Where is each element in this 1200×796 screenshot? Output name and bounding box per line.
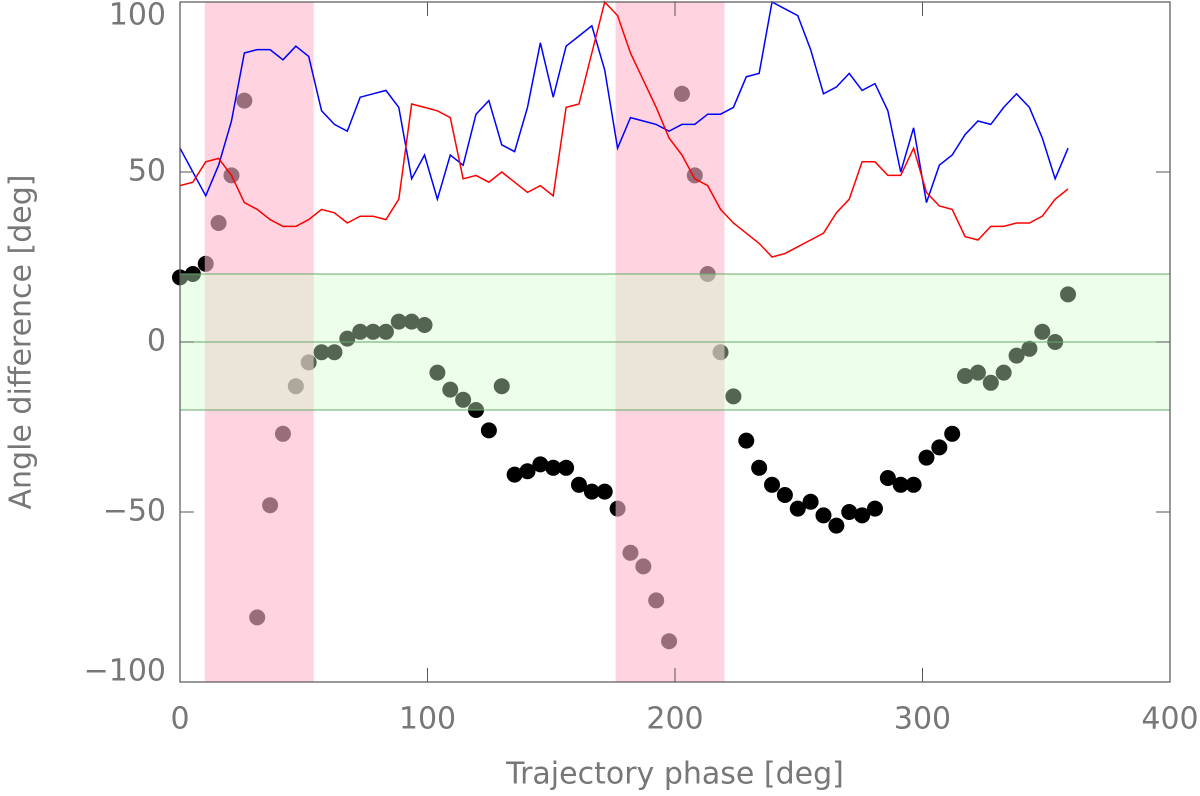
data-point (493, 378, 510, 395)
data-point (455, 391, 472, 408)
line (179, 0, 1069, 258)
data-point (866, 500, 883, 517)
data-point (918, 449, 935, 466)
data-point (390, 313, 407, 330)
data-point (1008, 347, 1025, 364)
y-tick-label: −50 (103, 494, 166, 529)
data-point (854, 507, 871, 524)
x-tick-label: 200 (646, 702, 703, 737)
data-point (957, 368, 974, 384)
data-point (828, 517, 845, 534)
data-point (583, 483, 600, 500)
data-point (442, 381, 459, 398)
data-point (558, 459, 575, 476)
data-point (545, 459, 562, 476)
x-tick-label: 300 (894, 702, 951, 737)
data-point (802, 493, 819, 510)
data-point (995, 364, 1012, 381)
data-point (905, 476, 922, 493)
data-point (931, 439, 948, 456)
x-tick-label: 0 (170, 702, 189, 737)
data-point (313, 344, 330, 361)
data-point (480, 422, 497, 439)
data-point (403, 313, 420, 330)
line (179, 0, 1069, 203)
data-point (429, 364, 446, 381)
data-point (789, 500, 806, 517)
y-tick-label: 0 (147, 324, 166, 359)
y-tick-label: 50 (128, 154, 166, 189)
data-point (969, 364, 986, 381)
data-point (841, 504, 858, 520)
data-point (725, 388, 742, 405)
data-point (1060, 286, 1077, 303)
data-point (416, 317, 433, 333)
y-axis-label: Angle difference [deg] (4, 175, 39, 510)
data-point (982, 374, 999, 391)
data-point (326, 344, 343, 361)
data-point (892, 476, 909, 493)
y-tick-label: −100 (84, 654, 166, 689)
data-point (738, 432, 755, 449)
x-tick-label: 100 (399, 702, 456, 737)
data-point (815, 507, 832, 524)
data-point (764, 476, 781, 493)
x-axis-label: Trajectory phase [deg] (505, 757, 844, 792)
data-point (365, 323, 382, 340)
data-point (596, 483, 613, 500)
data-point (751, 459, 768, 476)
data-point (377, 323, 394, 340)
data-point (352, 323, 369, 340)
data-point (519, 463, 536, 480)
x-tick-label: 400 (1141, 702, 1198, 737)
data-point (506, 466, 523, 483)
data-point (879, 470, 896, 486)
data-point (1034, 323, 1051, 340)
data-point (776, 487, 793, 503)
data-point (944, 425, 961, 442)
data-point (532, 456, 549, 473)
data-point (570, 476, 587, 493)
data-point (339, 330, 356, 347)
data-point (1021, 340, 1038, 357)
y-tick-label: 100 (109, 0, 166, 33)
